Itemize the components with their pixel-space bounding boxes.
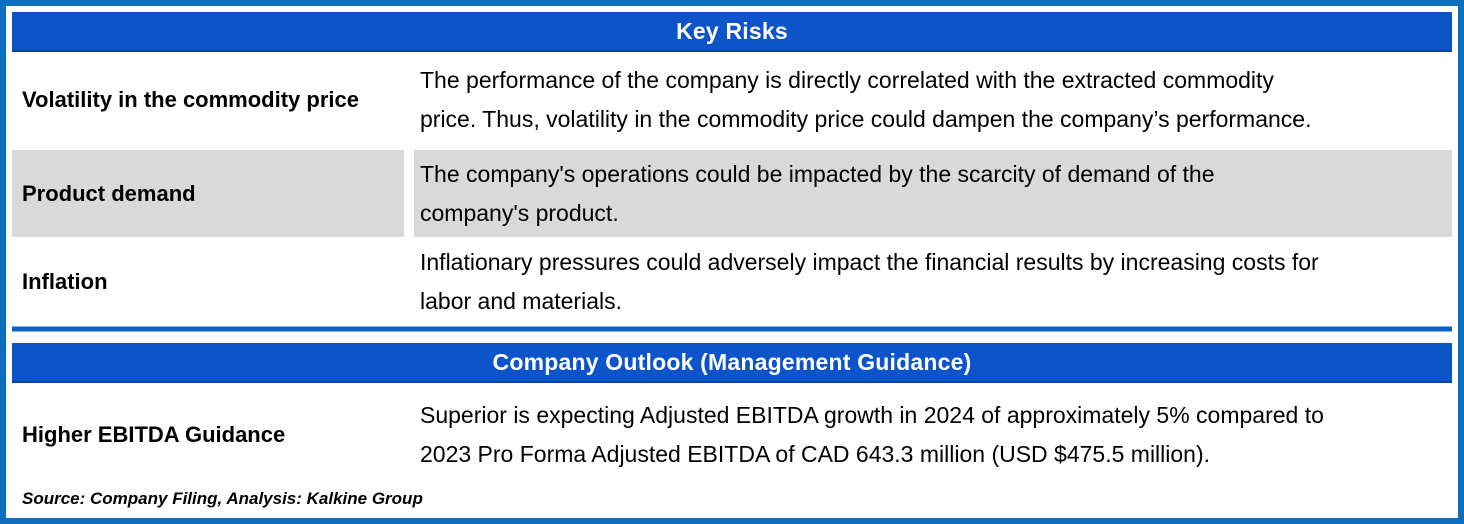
company-outlook-title: Company Outlook (Management Guidance) xyxy=(492,348,972,375)
risk-description-volatility: The performance of the company is direct… xyxy=(414,52,1452,148)
section-spacer xyxy=(12,332,1452,343)
risk-label-inflation: Inflation xyxy=(22,268,108,294)
risk-description-inflation: Inflationary pressures could adversely i… xyxy=(414,239,1452,324)
outlook-description-line: 2023 Pro Forma Adjusted EBITDA of CAD 64… xyxy=(420,441,1211,467)
risk-description-line: price. Thus, volatility in the commodity… xyxy=(420,106,1312,132)
table-row-product-demand: Product demand The company's operations … xyxy=(12,148,1452,239)
table-row-ebitda-guidance: Higher EBITDA Guidance Superior is expec… xyxy=(12,383,1452,487)
outlook-label-ebitda: Higher EBITDA Guidance xyxy=(22,422,286,447)
source-attribution: Source: Company Filing, Analysis: Kalkin… xyxy=(22,489,423,508)
risk-description-line: The company's operations could be impact… xyxy=(420,160,1215,187)
risk-description-line: The performance of the company is direct… xyxy=(420,67,1274,93)
outlook-description-line: Superior is expecting Adjusted EBITDA gr… xyxy=(420,402,1324,428)
section-divider-line xyxy=(12,326,1452,332)
table-row-volatility: Volatility in the commodity price The pe… xyxy=(12,52,1452,148)
risk-description-line: company's product. xyxy=(420,199,619,226)
risk-label-product-demand: Product demand xyxy=(12,150,404,237)
key-risks-title: Key Risks xyxy=(676,17,788,44)
table-row-inflation: Inflation Inflationary pressures could a… xyxy=(12,239,1452,324)
key-risks-header-bar: Key Risks xyxy=(12,12,1452,52)
risk-description-product-demand: The company's operations could be impact… xyxy=(414,150,1452,237)
outlook-description-ebitda: Superior is expecting Adjusted EBITDA gr… xyxy=(414,383,1452,487)
risk-description-line: Inflationary pressures could adversely i… xyxy=(420,248,1319,275)
risk-description-line: labor and materials. xyxy=(420,287,622,314)
company-outlook-header-bar: Company Outlook (Management Guidance) xyxy=(12,343,1452,383)
risk-label-volatility: Volatility in the commodity price xyxy=(22,87,359,112)
